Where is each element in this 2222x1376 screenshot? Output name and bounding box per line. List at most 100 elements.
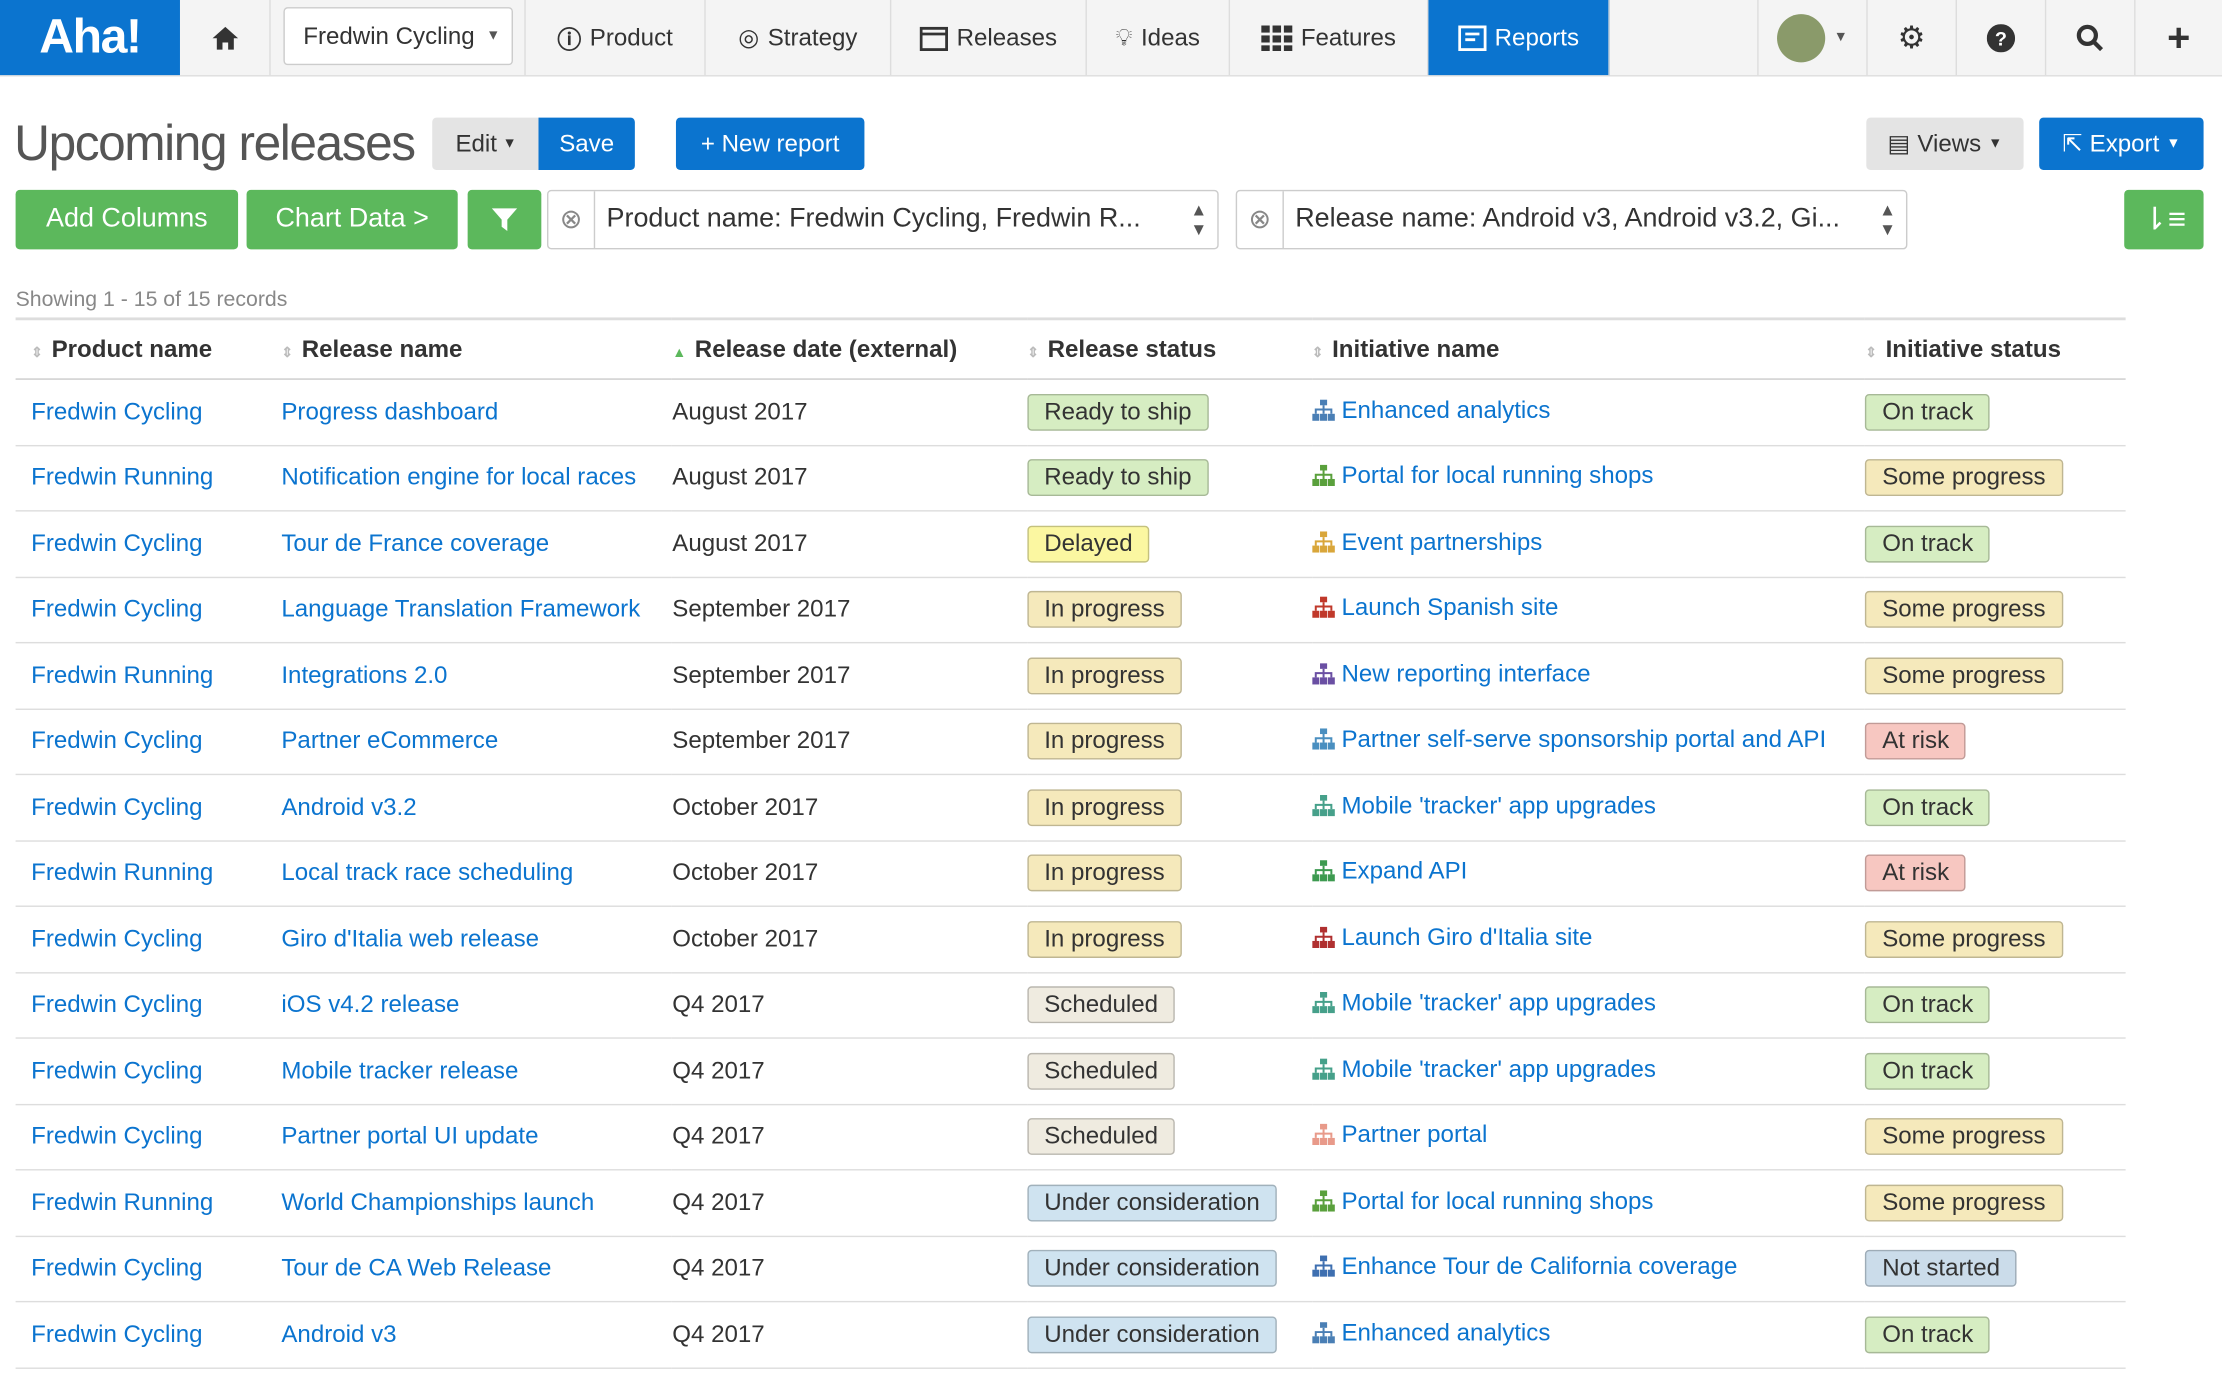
nav-item[interactable]: ◎ Strategy [706, 0, 892, 76]
workspace-select[interactable]: Fredwin Cycling ▼ [283, 7, 513, 66]
nav-item[interactable]: 💡︎ Ideas [1087, 0, 1231, 76]
product-link[interactable]: Fredwin Cycling [31, 529, 203, 557]
initiative-link[interactable]: Portal for local running shops [1341, 462, 1654, 490]
product-link[interactable]: Fredwin Cycling [31, 727, 203, 755]
initiative-link[interactable]: Enhanced analytics [1341, 1318, 1551, 1346]
cell: Android v3.2 [281, 774, 673, 842]
profile-menu[interactable]: ▼ [1757, 0, 1868, 76]
logo[interactable]: Aha! [0, 0, 180, 76]
hierarchy-icon [1311, 1321, 1335, 1344]
nav-item[interactable]: Releases [891, 0, 1087, 76]
release-link[interactable]: Android v3 [281, 1320, 397, 1348]
search-button[interactable] [2046, 0, 2136, 76]
nav-item[interactable]: Reports [1428, 0, 1610, 76]
product-link[interactable]: Fredwin Cycling [31, 1254, 203, 1282]
sort-button[interactable]: ⇂≡ [2124, 189, 2204, 250]
cell: Partner portal UI update [281, 1103, 673, 1171]
release-link[interactable]: Partner eCommerce [281, 727, 499, 755]
initiative-link[interactable]: Enhance Tour de California coverage [1341, 1253, 1738, 1280]
filter-pill[interactable]: ⊗ Product name: Fredwin Cycling, Fredwin … [546, 189, 1219, 250]
initiative-link[interactable]: Event partnerships [1341, 528, 1543, 556]
table-row: Fredwin Cycling Mobile tracker release Q4 … [15, 1038, 2126, 1105]
svg-text:?: ? [1995, 28, 2007, 50]
product-link[interactable]: Fredwin Running [31, 1188, 214, 1216]
new-report-button[interactable]: + New report [675, 117, 865, 171]
cell: In progress [1027, 708, 1312, 776]
cell: Q4 2017 [672, 1038, 1028, 1105]
release-link[interactable]: Giro d'Italia web release [281, 925, 540, 952]
add-button[interactable]: + [2167, 14, 2191, 59]
chart-data-button[interactable]: Chart Data > [246, 189, 458, 250]
product-link[interactable]: Fredwin Running [31, 661, 214, 689]
nav-item[interactable]: Features [1230, 0, 1429, 76]
initiative-link[interactable]: New reporting interface [1341, 660, 1591, 687]
product-link[interactable]: Fredwin Cycling [31, 925, 203, 952]
release-link[interactable]: Notification engine for local races [281, 463, 637, 491]
filter-pill[interactable]: ⊗ Release name: Android v3, Android v3.2,… [1235, 189, 1908, 250]
cell: Partner portal [1311, 1103, 1866, 1171]
product-link[interactable]: Fredwin Cycling [31, 990, 203, 1018]
initiative-link[interactable]: Mobile 'tracker' app upgrades [1341, 1055, 1656, 1083]
cell: Expand API [1311, 840, 1866, 907]
release-link[interactable]: iOS v4.2 release [281, 990, 460, 1018]
release-link[interactable]: Partner portal UI update [281, 1122, 539, 1150]
initiative-link[interactable]: Partner portal [1341, 1121, 1488, 1149]
release-link[interactable]: Tour de France coverage [281, 529, 550, 557]
status-badge: Some progress [1865, 1118, 2063, 1156]
save-button[interactable]: Save [538, 117, 635, 171]
nav-item[interactable]: ⓘ Product [524, 0, 706, 76]
release-link[interactable]: Local track race scheduling [281, 859, 574, 887]
initiative-link[interactable]: Expand API [1341, 857, 1468, 885]
hierarchy-icon [1311, 1190, 1335, 1212]
edit-button[interactable]: Edit ▼ [432, 117, 540, 171]
column-header[interactable]: ⇕ Release name [281, 317, 673, 380]
initiative-link[interactable]: Mobile 'tracker' app upgrades [1341, 989, 1656, 1017]
release-link[interactable]: Tour de CA Web Release [281, 1254, 552, 1282]
initiative-link[interactable]: Enhanced analytics [1341, 396, 1551, 424]
release-link[interactable]: Mobile tracker release [281, 1056, 519, 1084]
column-header[interactable]: ⇕ Product name [15, 317, 282, 380]
product-link[interactable]: Fredwin Cycling [31, 595, 203, 623]
cell: Local track race scheduling [281, 840, 673, 907]
hierarchy-icon [1311, 794, 1335, 816]
initiative-link[interactable]: Partner self-serve sponsorship portal an… [1341, 725, 1827, 753]
help-button[interactable]: ? [1957, 0, 2047, 76]
initiative-link[interactable]: Launch Giro d'Italia site [1341, 923, 1593, 951]
home-button[interactable] [180, 0, 271, 76]
column-header[interactable]: ⇕ Initiative status [1865, 317, 2126, 380]
column-header[interactable]: ▲ Release date (external) [672, 317, 1028, 380]
add-columns-button[interactable]: Add Columns [15, 189, 239, 250]
release-link[interactable]: Language Translation Framework [281, 595, 641, 623]
cell: Fredwin Cycling [15, 906, 282, 973]
cell: Fredwin Running [15, 642, 282, 710]
cell: Under consideration [1027, 1301, 1312, 1369]
status-badge: Under consideration [1027, 1184, 1277, 1222]
product-link[interactable]: Fredwin Running [31, 463, 214, 491]
product-link[interactable]: Fredwin Cycling [31, 1122, 203, 1150]
hierarchy-icon [1311, 596, 1335, 619]
settings-button[interactable]: ⚙ [1868, 0, 1958, 76]
column-header[interactable]: ⇕ Initiative name [1311, 317, 1866, 380]
product-link[interactable]: Fredwin Cycling [31, 793, 203, 821]
product-link[interactable]: Fredwin Cycling [31, 397, 203, 425]
release-link[interactable]: Progress dashboard [281, 397, 499, 425]
initiative-link[interactable]: Mobile 'tracker' app upgrades [1341, 791, 1656, 819]
column-header[interactable]: ⇕ Release status [1027, 317, 1312, 380]
initiative-link[interactable]: Portal for local running shops [1341, 1187, 1654, 1215]
views-button[interactable]: ▤ Views ▼ [1866, 117, 2024, 171]
release-link[interactable]: Android v3.2 [281, 793, 417, 821]
status-badge: Under consideration [1027, 1316, 1277, 1353]
product-link[interactable]: Fredwin Cycling [31, 1320, 203, 1348]
product-link[interactable]: Fredwin Cycling [31, 1056, 203, 1084]
cell: Fredwin Running [15, 840, 282, 907]
product-link[interactable]: Fredwin Running [31, 859, 214, 887]
release-link[interactable]: World Championships launch [281, 1188, 595, 1216]
export-button[interactable]: ⇱ Export ▼ [2039, 117, 2204, 171]
status-badge: Ready to ship [1027, 459, 1209, 497]
initiative-link[interactable]: Launch Spanish site [1341, 594, 1559, 622]
initiative-icon [1311, 596, 1335, 625]
filter-button[interactable] [467, 189, 542, 250]
cell: In progress [1027, 642, 1312, 710]
release-link[interactable]: Integrations 2.0 [281, 661, 448, 689]
table-row: Fredwin Cycling Language Translation Fram… [15, 576, 2126, 644]
